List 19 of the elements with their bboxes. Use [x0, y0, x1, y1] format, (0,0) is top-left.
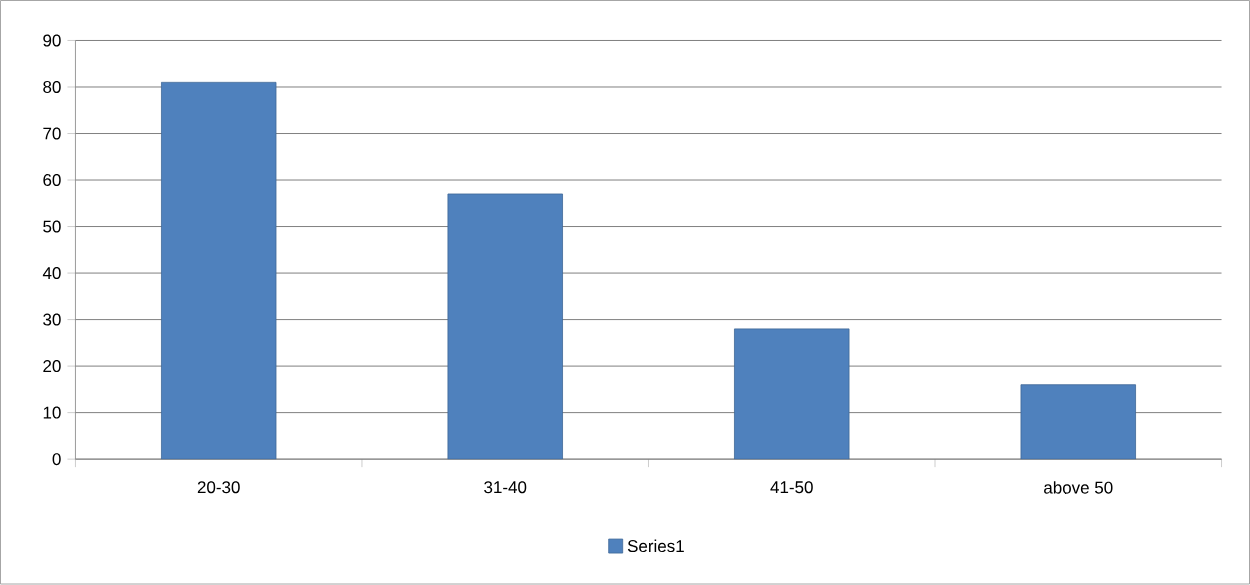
y-tick-label: 30	[43, 313, 61, 326]
x-tick-label: above 50	[1044, 481, 1113, 494]
bar	[447, 193, 563, 460]
bar	[734, 328, 850, 460]
y-tick-label: 10	[43, 406, 61, 419]
x-tick-label: 41-50	[770, 481, 813, 494]
y-tick-label: 0	[52, 453, 61, 466]
y-tick-label: 20	[43, 360, 61, 373]
x-tick-label: 20-30	[197, 481, 240, 494]
y-tick-label: 70	[43, 127, 61, 140]
y-tick-label: 80	[43, 81, 61, 94]
y-tick-label: 40	[42, 267, 61, 280]
y-tick-label: 50	[43, 220, 61, 233]
legend-label: Series1	[627, 539, 684, 553]
bar	[1020, 384, 1136, 460]
y-tick-label: 60	[43, 174, 61, 187]
y-tick-label: 90	[43, 34, 61, 47]
bar	[161, 82, 277, 460]
x-tick-label: 31-40	[484, 481, 527, 494]
